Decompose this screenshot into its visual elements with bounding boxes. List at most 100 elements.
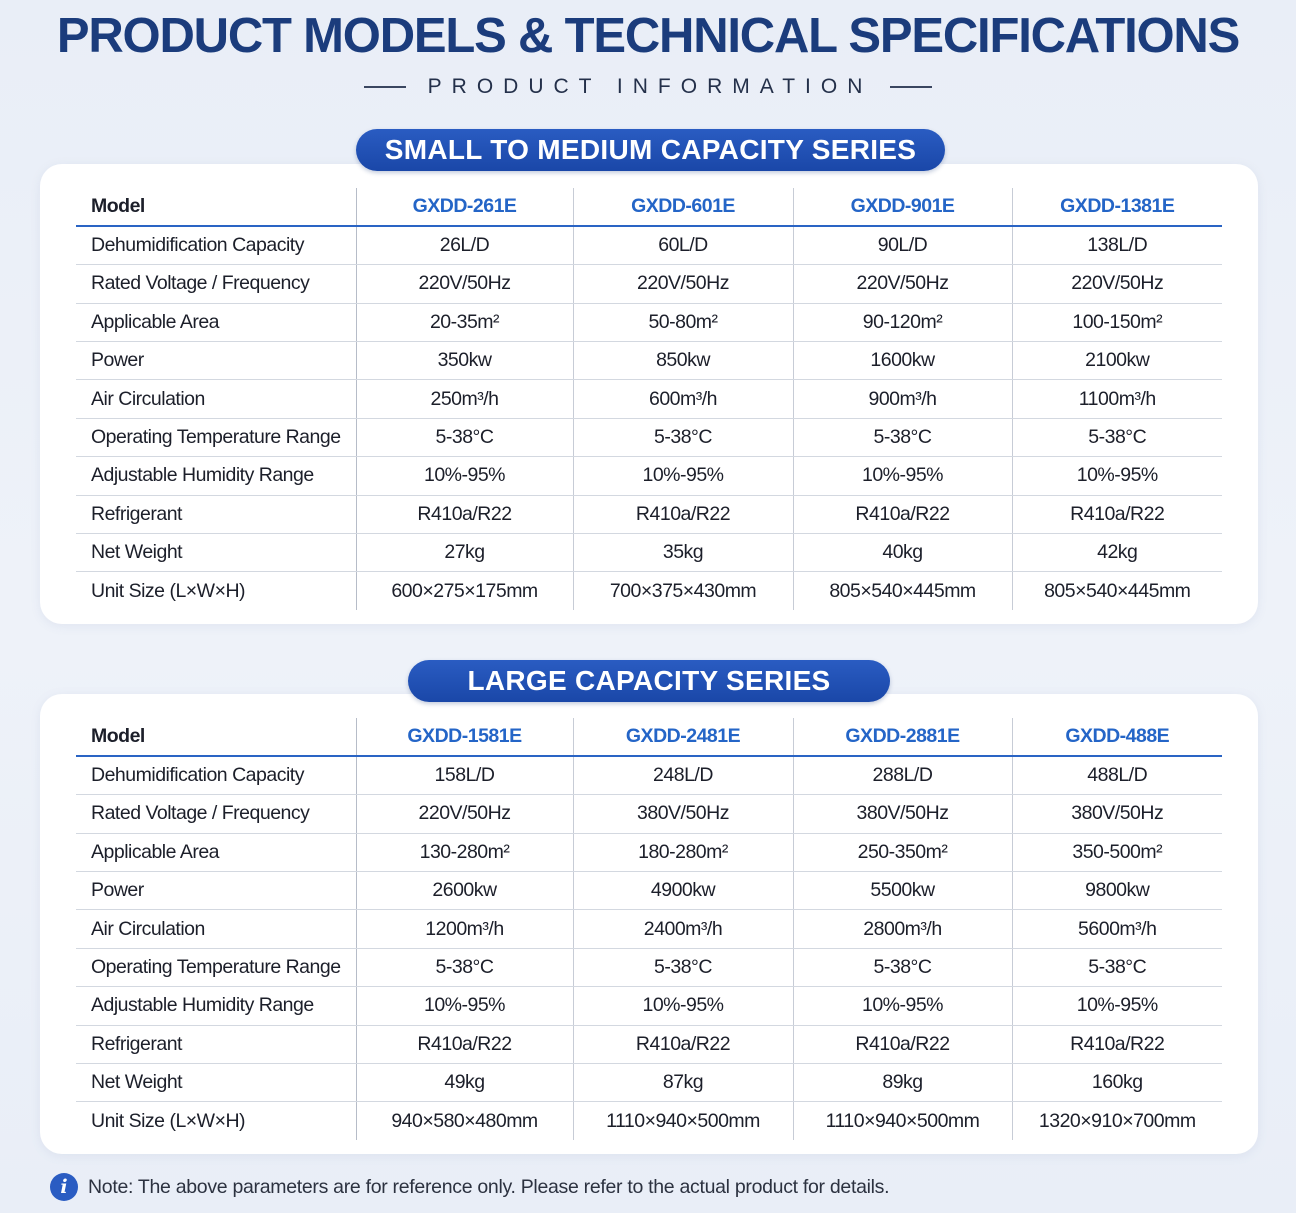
- spec-value: 10%-95%: [573, 986, 794, 1026]
- spec-value: 160kg: [1012, 1063, 1222, 1103]
- spec-value: 380V/50Hz: [793, 794, 1013, 834]
- spec-value: 5-38°C: [1012, 418, 1222, 458]
- note-text: Note: The above parameters are for refer…: [88, 1175, 890, 1198]
- table-row: Refrigerant R410a/R22 R410a/R22 R410a/R22 R4…: [76, 495, 1222, 535]
- spec-value: 10%-95%: [1012, 456, 1222, 496]
- spec-value: R410a/R22: [356, 495, 574, 535]
- table-row: Power 2600kw 4900kw 5500kw 9800kw: [76, 871, 1222, 911]
- spec-value: 5-38°C: [356, 948, 574, 988]
- spec-value: 488L/D: [1012, 756, 1222, 796]
- spec-value: 10%-95%: [356, 986, 574, 1026]
- row-label: Adjustable Humidity Range: [76, 986, 357, 1026]
- table-row: Air Circulation 1200m³/h 2400m³/h 2800m³/h 5…: [76, 909, 1222, 949]
- spec-value: 5-38°C: [1012, 948, 1222, 988]
- spec-value: 248L/D: [573, 756, 794, 796]
- table-row: Net Weight 49kg 87kg 89kg 160kg: [76, 1063, 1222, 1103]
- spec-value: 35kg: [573, 533, 794, 573]
- spec-value: 940×580×480mm: [356, 1101, 574, 1141]
- row-label: Operating Temperature Range: [76, 418, 357, 458]
- spec-value: 220V/50Hz: [356, 264, 574, 304]
- spec-value: 40kg: [793, 533, 1013, 573]
- spec-value: 50-80m²: [573, 303, 794, 343]
- table-row: Net Weight 27kg 35kg 40kg 42kg: [76, 533, 1222, 573]
- spec-value: R410a/R22: [1012, 495, 1222, 535]
- spec-value: R410a/R22: [1012, 1025, 1222, 1065]
- spec-value: R410a/R22: [793, 495, 1013, 535]
- spec-value: 5600m³/h: [1012, 909, 1222, 949]
- table-row: Adjustable Humidity Range 10%-95% 10%-95% 1…: [76, 456, 1222, 496]
- subtitle-row: PRODUCT INFORMATION: [0, 72, 1296, 102]
- spec-value: 2100kw: [1012, 341, 1222, 381]
- page-title: PRODUCT MODELS & TECHNICAL SPECIFICATION…: [56, 9, 1240, 63]
- spec-value: 5-38°C: [793, 418, 1013, 458]
- spec-value: 9800kw: [1012, 871, 1222, 911]
- row-label: Power: [76, 341, 357, 381]
- spec-value: 350-500m²: [1012, 833, 1222, 873]
- row-label: Air Circulation: [76, 379, 357, 419]
- spec-value: R410a/R22: [793, 1025, 1013, 1065]
- spec-value: 2600kw: [356, 871, 574, 911]
- spec-value: 87kg: [573, 1063, 794, 1103]
- spec-card-large: Model GXDD-1581E GXDD-2481E GXDD-2881E GXDD-…: [40, 694, 1258, 1154]
- spec-value: 1100m³/h: [1012, 379, 1222, 419]
- table-row: Air Circulation 250m³/h 600m³/h 900m³/h 1100…: [76, 379, 1222, 419]
- table-row: Adjustable Humidity Range 10%-95% 10%-95% 1…: [76, 986, 1222, 1026]
- row-label: Adjustable Humidity Range: [76, 456, 357, 496]
- table-row: Applicable Area 20-35m² 50-80m² 90-120m² 100…: [76, 303, 1222, 343]
- spec-value: 805×540×445mm: [793, 571, 1013, 611]
- row-label: Rated Voltage / Frequency: [76, 264, 357, 304]
- spec-value: 220V/50Hz: [573, 264, 794, 304]
- spec-value: 850kw: [573, 341, 794, 381]
- spec-value: 600×275×175mm: [356, 571, 574, 611]
- spec-value: R410a/R22: [573, 1025, 794, 1065]
- spec-value: 27kg: [356, 533, 574, 573]
- spec-value: 90L/D: [793, 226, 1013, 266]
- spec-value: 138L/D: [1012, 226, 1222, 266]
- subtitle-left-line: [363, 86, 406, 88]
- spec-value: 20-35m²: [356, 303, 574, 343]
- spec-value: 158L/D: [356, 756, 574, 796]
- row-label: Net Weight: [76, 533, 357, 573]
- spec-value: 180-280m²: [573, 833, 794, 873]
- spec-value: R410a/R22: [356, 1025, 574, 1065]
- row-label: Applicable Area: [76, 303, 357, 343]
- spec-value: 90-120m²: [793, 303, 1013, 343]
- model-name: GXDD-901E: [793, 188, 1013, 228]
- row-label: Unit Size (L×W×H): [76, 571, 357, 611]
- spec-value: 350kw: [356, 341, 574, 381]
- table-row: Rated Voltage / Frequency 220V/50Hz 220V/5…: [76, 264, 1222, 304]
- spec-value: 10%-95%: [573, 456, 794, 496]
- spec-value: 1320×910×700mm: [1038, 1109, 1196, 1132]
- model-name: GXDD-601E: [573, 188, 794, 228]
- section-title-small-medium: SMALL TO MEDIUM CAPACITY SERIES: [356, 129, 945, 171]
- spec-value: 380V/50Hz: [573, 794, 794, 834]
- spec-value: 100-150m²: [1012, 303, 1222, 343]
- section-title-large: LARGE CAPACITY SERIES: [408, 660, 890, 702]
- subtitle-right-line: [890, 86, 933, 88]
- note: i Note: The above parameters are for ref…: [50, 1172, 890, 1202]
- spec-value: 42kg: [1012, 533, 1222, 573]
- spec-value: 26L/D: [356, 226, 574, 266]
- spec-value: 5-38°C: [573, 948, 794, 988]
- spec-value: 10%-95%: [793, 986, 1013, 1026]
- row-label: Dehumidification Capacity: [76, 756, 357, 796]
- spec-value: 10%-95%: [356, 456, 574, 496]
- spec-value: 600m³/h: [573, 379, 794, 419]
- spec-value: 5500kw: [793, 871, 1013, 911]
- spec-value: 1600kw: [793, 341, 1013, 381]
- spec-value: 805×540×445mm: [1044, 579, 1191, 602]
- table-row: Applicable Area 130-280m² 180-280m² 250-350…: [76, 833, 1222, 873]
- model-name: GXDD-261E: [356, 188, 574, 228]
- row-label: Power: [76, 871, 357, 911]
- row-label: Operating Temperature Range: [76, 948, 357, 988]
- model-name: GXDD-2881E: [793, 718, 1013, 758]
- table-row: Rated Voltage / Frequency 220V/50Hz 380V/5…: [76, 794, 1222, 834]
- model-name: GXDD-1381E: [1012, 188, 1222, 228]
- spec-value: 220V/50Hz: [356, 794, 574, 834]
- row-label: Rated Voltage / Frequency: [76, 794, 357, 834]
- row-label: Refrigerant: [76, 495, 357, 535]
- spec-value: 1110×940×500mm: [793, 1101, 1013, 1141]
- model-name: GXDD-2481E: [573, 718, 794, 758]
- row-label: Applicable Area: [76, 833, 357, 873]
- table-row: Unit Size (L×W×H) 600×275×175mm 700×375×43…: [76, 571, 1222, 611]
